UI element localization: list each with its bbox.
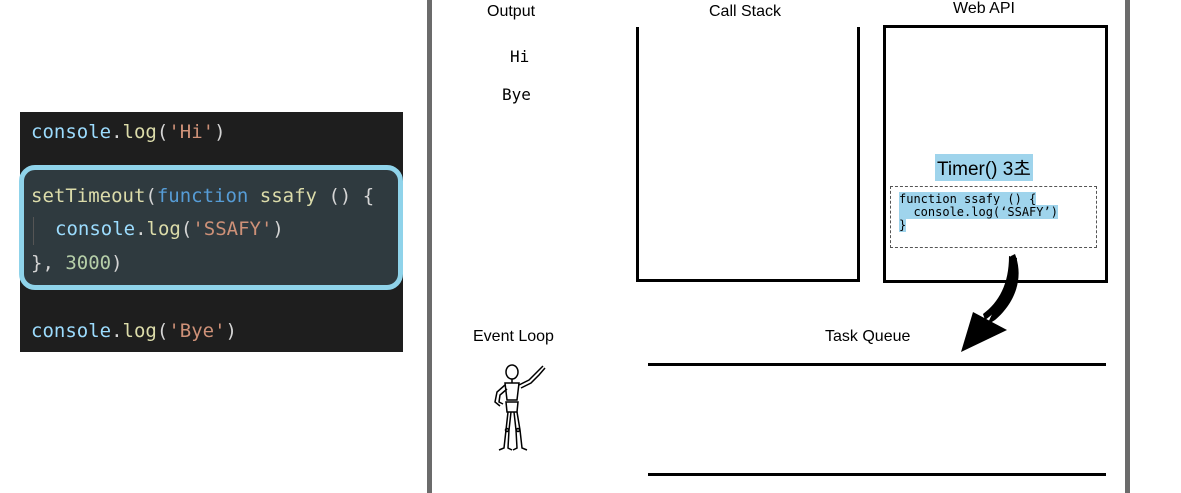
timer-label: Timer() 3초	[935, 154, 1033, 181]
code-line-3: console.log('SSAFY')	[55, 218, 284, 240]
code-line-5: console.log('Bye')	[31, 320, 237, 342]
web-api-label: Web API	[953, 0, 1015, 17]
callback-line-3: }	[899, 218, 907, 232]
task-queue-bottom-line	[648, 473, 1106, 476]
diagram-right-border	[1125, 0, 1130, 493]
call-stack-box	[636, 27, 860, 282]
output-line-hi: Hi	[510, 47, 530, 66]
callback-line-2: console.log(‘SSAFY’)	[899, 205, 1058, 219]
callback-box	[890, 186, 1097, 248]
diagram-left-border	[427, 0, 432, 493]
settimeout-highlight	[19, 165, 403, 290]
wooden-mannequin-icon	[494, 364, 546, 451]
code-line-4: }, 3000)	[31, 252, 123, 274]
curved-arrow-icon	[961, 254, 1019, 352]
web-api-box	[883, 25, 1108, 283]
code-line-1: console.log('Hi')	[31, 121, 226, 143]
indent-guide	[33, 217, 34, 245]
task-queue-label: Task Queue	[825, 328, 911, 345]
output-label: Output	[487, 3, 536, 20]
code-line-2: setTimeout(function ssafy () {	[31, 185, 375, 207]
callback-line-1: function ssafy () {	[899, 192, 1037, 206]
event-loop-label: Event Loop	[473, 328, 554, 345]
call-stack-label: Call Stack	[709, 3, 782, 20]
output-line-bye: Bye	[502, 85, 531, 104]
task-queue-top-line	[648, 363, 1106, 366]
